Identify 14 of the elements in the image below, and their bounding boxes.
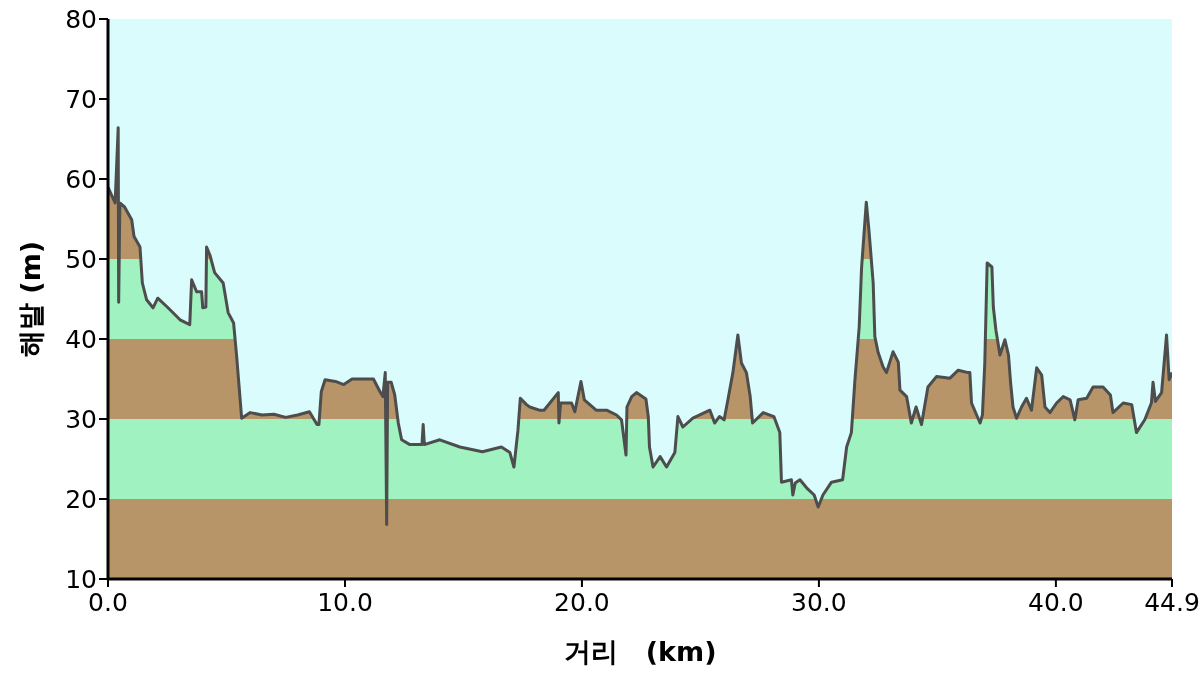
y-tick-label: 20 xyxy=(65,484,97,514)
y-axis-title: 해발 (m) xyxy=(14,240,46,358)
x-tick-label: 10.0 xyxy=(317,587,373,617)
y-tick-label: 50 xyxy=(65,244,97,274)
x-tick-label: 20.0 xyxy=(554,587,610,617)
x-tick-label: 40.0 xyxy=(1028,587,1084,617)
y-tick-label: 30 xyxy=(65,404,97,434)
x-tick-label: 30.0 xyxy=(791,587,847,617)
y-tick-label: 40 xyxy=(65,324,97,354)
y-tick-label: 60 xyxy=(65,164,97,194)
x-axis-title: 거리 (km) xyxy=(563,636,717,667)
x-tick-label: 44.9 xyxy=(1144,587,1200,617)
y-tick-label: 70 xyxy=(65,84,97,114)
y-tick-label: 80 xyxy=(65,4,97,34)
